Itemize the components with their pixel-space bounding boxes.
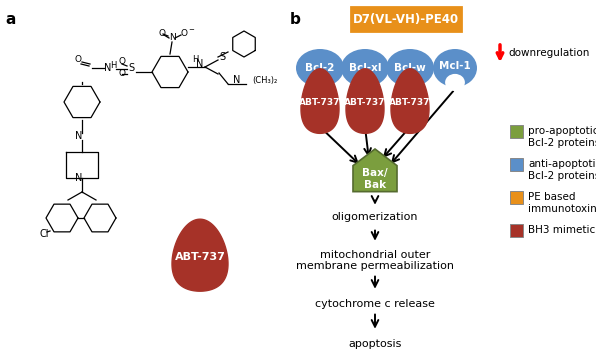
FancyBboxPatch shape xyxy=(351,7,461,31)
Text: N: N xyxy=(75,173,83,183)
Text: O: O xyxy=(181,28,188,37)
Text: Bcl-2 proteins: Bcl-2 proteins xyxy=(528,138,596,148)
Polygon shape xyxy=(391,69,429,133)
Text: PE based: PE based xyxy=(528,192,576,202)
Text: N: N xyxy=(233,75,241,85)
FancyBboxPatch shape xyxy=(510,125,523,138)
Text: apoptosis: apoptosis xyxy=(348,339,402,349)
Text: H: H xyxy=(192,55,198,64)
Ellipse shape xyxy=(386,49,434,87)
Ellipse shape xyxy=(445,74,465,91)
Text: Cl: Cl xyxy=(39,229,49,239)
Text: O: O xyxy=(159,28,166,37)
Text: ABT-737: ABT-737 xyxy=(299,98,341,107)
Text: immunotoxin: immunotoxin xyxy=(528,204,596,214)
Text: S: S xyxy=(219,52,225,62)
FancyBboxPatch shape xyxy=(510,224,523,237)
Text: ABT-737: ABT-737 xyxy=(344,98,386,107)
Text: BH3 mimetic: BH3 mimetic xyxy=(528,225,595,235)
Text: pro-apoptotic: pro-apoptotic xyxy=(528,126,596,136)
Text: a: a xyxy=(5,12,15,27)
Polygon shape xyxy=(172,219,228,291)
Text: b: b xyxy=(290,12,301,27)
Text: O: O xyxy=(74,55,82,64)
Text: H: H xyxy=(110,60,116,70)
Text: ABT-737: ABT-737 xyxy=(389,98,431,107)
Text: Bax/
Bak: Bax/ Bak xyxy=(362,168,388,190)
Text: Bcl-2: Bcl-2 xyxy=(305,63,335,73)
Text: oligomerization: oligomerization xyxy=(332,211,418,222)
Ellipse shape xyxy=(433,49,477,87)
Ellipse shape xyxy=(296,49,344,87)
Text: N: N xyxy=(169,32,175,41)
Text: D7(VL-VH)-PE40: D7(VL-VH)-PE40 xyxy=(353,12,459,25)
Text: O: O xyxy=(119,58,126,67)
Text: N: N xyxy=(104,63,111,73)
Ellipse shape xyxy=(341,49,389,87)
Text: −: − xyxy=(188,27,194,33)
Polygon shape xyxy=(353,149,397,191)
Text: (CH₃)₂: (CH₃)₂ xyxy=(252,75,277,84)
Text: Bcl-w: Bcl-w xyxy=(394,63,426,73)
FancyBboxPatch shape xyxy=(510,191,523,204)
FancyBboxPatch shape xyxy=(510,158,523,171)
Text: Mcl-1: Mcl-1 xyxy=(439,61,471,71)
Text: Bcl-2 proteins: Bcl-2 proteins xyxy=(528,171,596,181)
Text: anti-apoptotic: anti-apoptotic xyxy=(528,159,596,169)
Text: N: N xyxy=(75,131,83,141)
Text: cytochrome c release: cytochrome c release xyxy=(315,298,435,309)
Polygon shape xyxy=(301,69,339,133)
Text: N: N xyxy=(196,59,204,69)
Text: ABT-737: ABT-737 xyxy=(175,252,225,262)
Text: S: S xyxy=(128,63,134,73)
Text: mitochondrial outer
membrane permeabilization: mitochondrial outer membrane permeabiliz… xyxy=(296,250,454,271)
Text: O: O xyxy=(119,70,126,79)
Text: downregulation: downregulation xyxy=(508,48,589,59)
Polygon shape xyxy=(346,69,384,133)
Text: Bcl-xl: Bcl-xl xyxy=(349,63,381,73)
